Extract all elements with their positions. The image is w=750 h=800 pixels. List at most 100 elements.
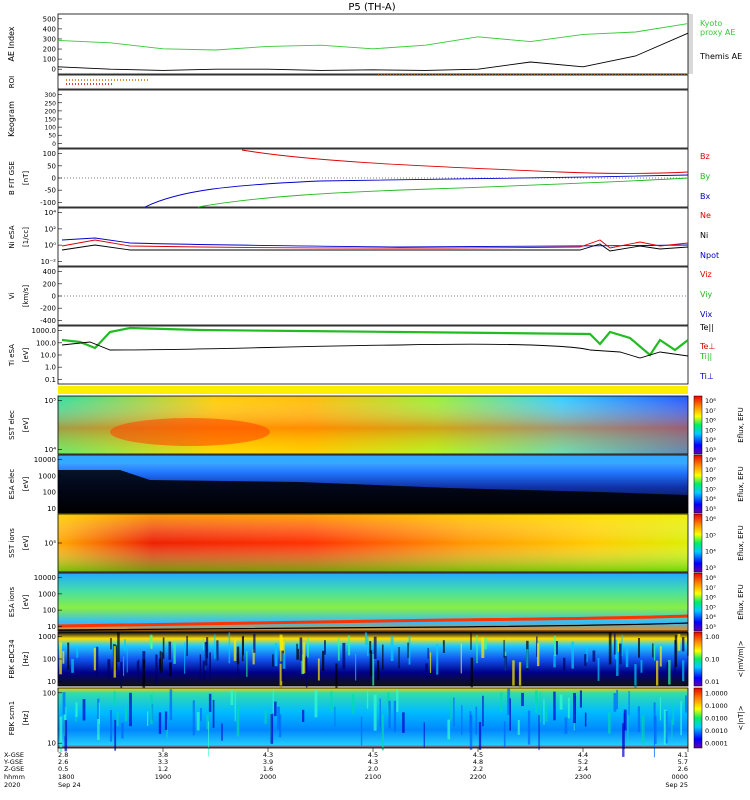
spectrogram-stripe <box>637 706 640 733</box>
ytick-label: 0 <box>52 175 56 183</box>
spectrogram-stripe <box>571 641 574 669</box>
spectrogram-stripe <box>584 654 587 666</box>
temperature-te-curve <box>61 341 689 359</box>
spectrogram-stripe <box>274 643 278 667</box>
spectrogram-stripe <box>623 709 627 731</box>
colorbar-tick-label: 10³ <box>705 623 716 631</box>
colorbar-tick-label: 0.01 <box>705 678 719 686</box>
spectrogram-stripe <box>640 660 643 673</box>
spectrogram-stripe <box>475 706 478 735</box>
ae-ytick-labels: 500 400 300 200 100 0 <box>43 15 62 74</box>
spectrogram-stripe <box>297 648 299 660</box>
spectrogram-stripe <box>75 702 78 717</box>
ytick-label: 10² <box>44 225 56 233</box>
spectrogram-stripe <box>202 660 206 680</box>
spectrogram-stripe <box>212 699 215 728</box>
sst-ion-panel: 10⁵ SST ions [eV] <box>8 513 689 573</box>
colorbar-tick-label: 10⁸ <box>705 456 716 464</box>
spectrogram-stripe <box>619 643 622 665</box>
spectrogram-stripe <box>136 661 139 673</box>
spectrogram-stripe <box>110 710 112 742</box>
spectrogram-stripe <box>567 697 570 719</box>
velocity-legend-viy: Viy <box>700 290 713 299</box>
spectrogram-stripe <box>96 646 99 677</box>
spectrogram-stripe <box>324 640 326 655</box>
velocity-panel: 400 200 0 -200 -400 Vi [km/s] Viz Viy Vix <box>8 266 713 326</box>
ytick-label: -400 <box>40 317 56 325</box>
spectrogram-stripe <box>330 691 333 713</box>
bfield-legend-by: By <box>700 172 710 181</box>
spectrogram-stripe <box>659 646 662 667</box>
fbk-scm-ytick-labels: 100 10 <box>43 689 62 748</box>
roi-panel: ROI <box>8 73 689 90</box>
spectrogram-stripe <box>302 709 305 722</box>
bfield-by-curve <box>197 177 689 208</box>
spectrogram-stripe <box>369 641 372 654</box>
spectrogram-stripe <box>82 699 86 721</box>
spectrogram-stripe <box>677 633 681 651</box>
ytick-label: 300 <box>45 92 57 99</box>
spectrogram-stripe <box>314 689 318 718</box>
fbk-scm-ylabel: FBK scm1 <box>8 701 16 735</box>
xtick-label: 2.0 <box>368 765 378 773</box>
esa-electron-low-region <box>58 470 688 513</box>
spectrogram-stripe <box>150 694 153 725</box>
colorbar-tick-label: 10⁸ <box>705 574 716 582</box>
colorbar-tick-label: 10⁶ <box>705 417 716 425</box>
colorbar-tick-label: 10⁶ <box>705 476 716 484</box>
ytick-label: 10⁴ <box>44 446 56 454</box>
ae-kyoto-legend-line2: proxy AE <box>700 28 735 37</box>
spectrogram-stripe <box>196 712 200 731</box>
ytick-label: 100 <box>45 125 57 132</box>
xaxis-row-label: Y-GSE <box>3 758 23 766</box>
spectrogram-stripe <box>672 702 674 725</box>
ytick-label: 10⁰ <box>44 242 56 250</box>
ytick-label: 200 <box>45 108 57 115</box>
spectrogram-stripe <box>521 692 524 707</box>
ae-frame <box>57 13 689 75</box>
spectrogram-stripe <box>398 647 400 669</box>
ytick-label: 200 <box>43 280 56 288</box>
spectrogram-stripe <box>208 693 212 712</box>
ytick-label: 10 <box>47 678 56 686</box>
spectrogram-stripe <box>138 659 140 682</box>
spectrogram-stripe <box>504 655 507 670</box>
ytick-label: 10000 <box>34 574 56 582</box>
spectrogram-stripe <box>484 638 487 650</box>
spectrogram-stripe <box>634 664 637 693</box>
spectrogram-stripe <box>436 644 439 675</box>
density-ytick-labels: 10⁴ 10² 10⁰ 10⁻² <box>41 209 62 266</box>
spectrogram-stripe <box>643 713 645 747</box>
spectrogram-stripe <box>537 643 540 667</box>
spectrogram-stripe <box>114 719 117 751</box>
colorbar-strip <box>693 395 703 455</box>
ae-kyoto-legend: Kyoto proxy AE <box>700 19 735 37</box>
spectrogram-stripe <box>236 646 240 665</box>
xtick-label: Sep 24 <box>58 781 81 789</box>
spectrogram-stripe <box>124 639 126 651</box>
spectrogram-stripe <box>272 654 274 667</box>
xtick-label: 1900 <box>155 773 172 781</box>
spectrogram-stripe <box>573 693 576 724</box>
spectrogram-stripe <box>317 658 320 681</box>
ytick-label: 250 <box>45 100 57 107</box>
xtick-label: 4.3 <box>368 758 378 766</box>
spectrogram-stripe <box>307 637 309 658</box>
colorbar-strip <box>693 631 703 687</box>
spectrogram-stripe <box>369 650 373 677</box>
ytick-label: 50 <box>48 133 56 140</box>
spectrogram-stripe <box>337 638 340 661</box>
esa-ion-units: [eV] <box>22 594 30 609</box>
spectrogram-stripe <box>518 662 522 694</box>
spectrogram-stripe <box>367 635 369 657</box>
spectrogram-stripe <box>682 660 685 682</box>
ae-edge-markers <box>688 14 693 74</box>
spectrogram-stripe <box>123 656 125 676</box>
spectrogram-stripe <box>427 647 429 659</box>
fbk-edc-ytick-labels: 1000 100 10 <box>38 633 62 686</box>
xaxis-row-label: X-GSE <box>4 751 24 759</box>
spectrogram-stripe <box>348 635 351 656</box>
spectrogram-stripe <box>282 653 286 669</box>
